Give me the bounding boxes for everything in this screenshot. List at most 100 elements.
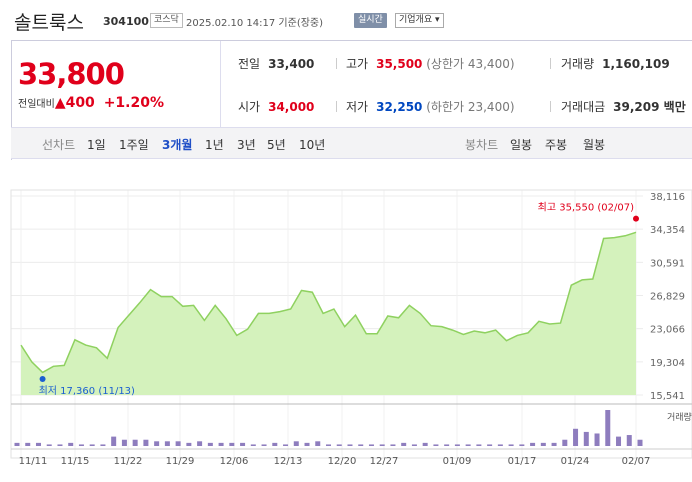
- tab-weekly[interactable]: 주봉: [545, 138, 568, 152]
- prev-close: 전일 33,400: [238, 55, 314, 72]
- volume-bar: [229, 442, 235, 446]
- day-low-label: 저가: [346, 100, 369, 114]
- quote-datetime: 2025.02.10 14:17 기준(장중): [186, 18, 324, 29]
- volume-bar: [100, 444, 106, 446]
- company-overview-dropdown[interactable]: 기업개요 ▾: [395, 13, 444, 28]
- line-chart-label: 선차트: [42, 138, 76, 152]
- x-tick-label: 12/27: [370, 456, 399, 467]
- volume-bar: [207, 442, 213, 446]
- stock-name: 솔트룩스: [14, 12, 84, 34]
- tab-3m[interactable]: 3개월: [162, 138, 193, 152]
- change-percent: +1.20%: [103, 95, 164, 111]
- volume-bar: [154, 441, 160, 446]
- x-axis-labels: 11/11 11/15 11/22 11/29 12/06 12/13 12/20 12/27…: [19, 456, 651, 467]
- tab-10y[interactable]: 10년: [299, 138, 326, 152]
- y-axis-labels: 38,116 34,354 30,591 26,829 23,066 19,304 15,5…: [650, 192, 685, 402]
- summary-divider: [220, 41, 221, 127]
- tab-5y[interactable]: 5년: [267, 138, 286, 152]
- realtime-button[interactable]: 실시간: [354, 13, 387, 28]
- volume-bar: [25, 442, 31, 446]
- volume-bar: [186, 442, 192, 446]
- volume-bar: [261, 444, 267, 446]
- x-tick-label: 02/07: [622, 456, 651, 467]
- tab-1y[interactable]: 1년: [205, 138, 224, 152]
- prev-close-label: 전일: [238, 57, 261, 71]
- volume-bar: [605, 410, 611, 446]
- volume-bar: [272, 442, 278, 446]
- low-label: 최저 17,360 (11/13): [39, 385, 135, 397]
- volume-bar: [540, 442, 546, 446]
- current-price: 33,800: [18, 57, 125, 91]
- market-badge: 코스닥: [150, 13, 183, 28]
- x-tick-label: 11/22: [114, 456, 143, 467]
- volume-bar: [111, 436, 117, 446]
- volume-bar: [594, 433, 600, 446]
- divider: [550, 101, 551, 112]
- x-tick-label: 01/17: [508, 456, 537, 467]
- volume-bar: [240, 442, 246, 446]
- volume-bar: [304, 442, 310, 446]
- volume-bar: [46, 444, 52, 446]
- y-tick-label: 26,829: [650, 292, 685, 303]
- volume-bar: [197, 441, 203, 446]
- chart-markers: 최고 35,550 (02/07) 최저 17,360 (11/13): [39, 202, 639, 397]
- volume-bar: [583, 431, 589, 446]
- day-high: 고가 35,500 (상한가 43,400): [346, 55, 515, 72]
- change-label: 전일대비: [18, 99, 55, 110]
- volume-bar: [616, 436, 622, 446]
- quote-summary: 33,800 전일대비▲400 +1.20% 전일 33,400 고가 35,500…: [11, 40, 692, 160]
- volume-bar: [57, 444, 63, 446]
- x-tick-label: 12/06: [220, 456, 249, 467]
- price-chart: 38,116 34,354 30,591 26,829 23,066 19,304 15,5…: [10, 189, 692, 467]
- volume-bar: [14, 442, 20, 446]
- volume: 거래량 1,160,109: [561, 55, 670, 72]
- volume-bar: [218, 442, 224, 446]
- open-price: 시가 34,000: [238, 98, 314, 115]
- volume-bar: [573, 428, 579, 446]
- volume-bar: [562, 439, 568, 446]
- chart-period-tabs: 선차트 1일 1주일 3개월 1년 3년 5년 10년 봉차트 일봉 주봉 월봉: [11, 127, 692, 159]
- x-tick-label: 11/15: [61, 456, 90, 467]
- volume-bar: [433, 444, 439, 446]
- x-tick-label: 11/29: [166, 456, 195, 467]
- volume-axis-label: 거래량: [667, 411, 692, 423]
- volume-bar: [519, 444, 525, 446]
- upper-limit: (상한가 43,400): [426, 57, 515, 71]
- candle-chart-label: 봉차트: [465, 138, 499, 152]
- trade-amount: 거래대금 39,209 백만: [561, 98, 686, 115]
- volume-bar: [390, 444, 396, 446]
- trade-amount-value: 39,209 백만: [613, 100, 686, 114]
- volume-bar: [530, 442, 536, 446]
- tab-1w[interactable]: 1주일: [119, 138, 149, 152]
- volume-bar: [637, 439, 643, 446]
- volume-bar: [411, 444, 417, 446]
- volume-bar: [315, 441, 321, 446]
- lower-limit: (하한가 23,400): [426, 100, 515, 114]
- day-low-value: 32,250: [376, 100, 423, 114]
- volume-bar: [497, 444, 503, 446]
- x-tick-label: 01/24: [561, 456, 590, 467]
- tab-3y[interactable]: 3년: [237, 138, 256, 152]
- low-marker: [39, 375, 46, 382]
- volume-bar: [250, 444, 256, 446]
- tab-1d[interactable]: 1일: [87, 138, 106, 152]
- volume-bar: [121, 439, 127, 446]
- divider: [336, 58, 337, 69]
- tab-daily[interactable]: 일봉: [510, 138, 533, 152]
- x-tick-label: 12/20: [328, 456, 357, 467]
- volume-bar: [551, 442, 557, 446]
- volume-bar: [78, 444, 84, 446]
- volume-bar: [293, 441, 299, 446]
- y-tick-label: 19,304: [650, 358, 685, 369]
- price-area: [20, 231, 637, 395]
- tab-monthly[interactable]: 월봉: [583, 138, 606, 152]
- price-area-fill: [21, 232, 636, 395]
- volume-bar: [164, 441, 170, 446]
- x-tick-label: 12/13: [274, 456, 303, 467]
- trade-amount-label: 거래대금: [561, 100, 606, 114]
- open-value: 34,000: [268, 100, 315, 114]
- volume-bar: [175, 441, 181, 446]
- volume-bar: [347, 444, 353, 446]
- volume-bar: [283, 444, 289, 446]
- volume-bar: [326, 444, 331, 446]
